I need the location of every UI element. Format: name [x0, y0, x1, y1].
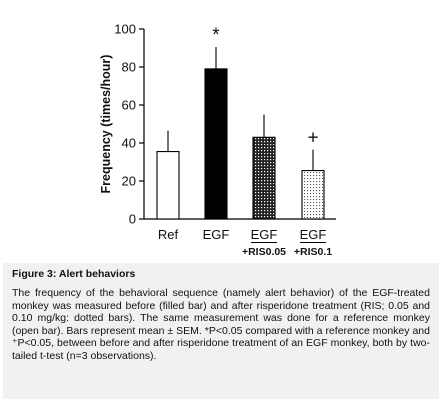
bar-chart: 0 20 40 60 80 100 Frequency (times/hour) * + Re…	[99, 22, 336, 258]
figure-caption: Figure 3: Alert behaviors The frequency …	[3, 263, 439, 399]
bar	[252, 136, 276, 220]
figure-description: The frequency of the behavioral sequence…	[12, 287, 430, 362]
significance-marker: *	[212, 25, 220, 46]
bar	[156, 151, 180, 220]
x-tick-sublabel: +RIS0.05	[242, 246, 286, 258]
bar	[301, 170, 325, 220]
x-tick-label: EGF	[300, 227, 327, 242]
y-tick-label: 20	[122, 174, 136, 189]
y-axis-label: Frequency (times/hour)	[99, 55, 113, 194]
x-tick-label: EGF	[251, 227, 278, 242]
x-tick-sublabel: +RIS0.1	[294, 246, 332, 258]
y-tick-label: 100	[114, 22, 136, 37]
y-tick-label: 60	[122, 98, 136, 113]
x-tick-label: Ref	[158, 227, 179, 242]
chart-area: 0 20 40 60 80 100 Frequency (times/hour) * + Re…	[99, 22, 336, 258]
y-tick-label: 40	[122, 136, 136, 151]
y-tick-label: 0	[129, 212, 136, 227]
figure-title: Figure 3: Alert behaviors	[12, 268, 136, 280]
significance-marker: +	[307, 128, 318, 149]
y-tick-label: 80	[122, 60, 136, 75]
x-tick-label: EGF	[203, 227, 230, 242]
bar	[204, 68, 228, 220]
